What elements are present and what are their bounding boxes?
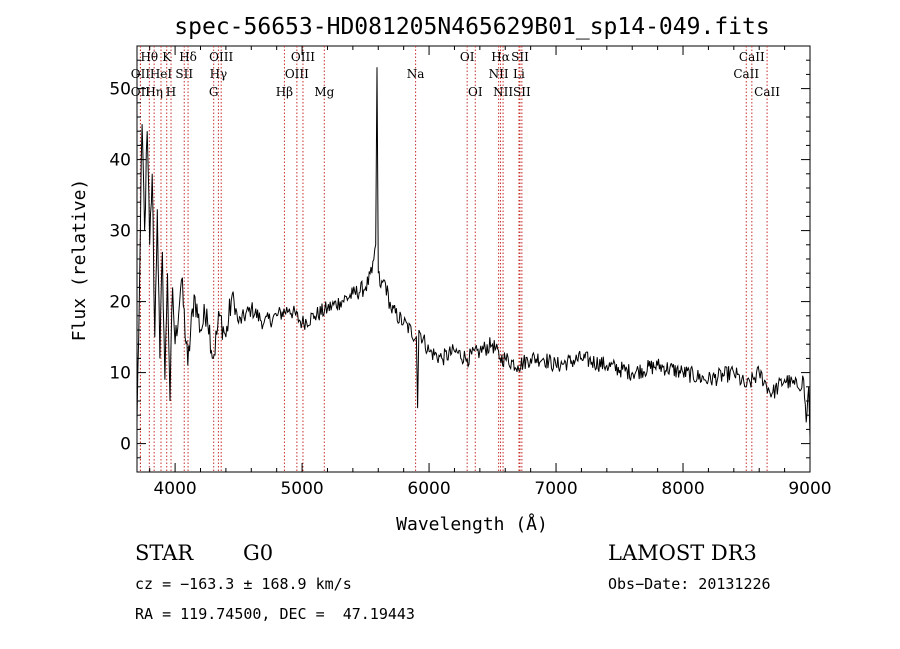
cz-value: cz = −163.3 ± 168.9 km/s bbox=[135, 575, 352, 593]
emission-line-label: SII bbox=[175, 67, 193, 81]
subclass: G0 bbox=[243, 541, 274, 565]
emission-line-label: Mg bbox=[314, 85, 334, 99]
emission-line-label: OIII bbox=[209, 50, 233, 64]
x-tick-label: 4000 bbox=[153, 479, 196, 499]
y-tick-label: 30 bbox=[109, 222, 131, 242]
emission-line-label: CaII bbox=[754, 85, 780, 99]
spectrum-chart: spec-56653-HD081205N465629B01_sp14-049.f… bbox=[69, 14, 832, 535]
emission-line-label: Hγ bbox=[210, 67, 228, 81]
emission-line-label: SII bbox=[511, 50, 529, 64]
y-axis: 0 10 20 30 40 50 bbox=[109, 59, 810, 459]
emission-line-label: OIII bbox=[291, 50, 315, 64]
coordinates: RA = 119.74500, DEC = 47.19443 bbox=[135, 605, 415, 623]
emission-line-label: Hδ bbox=[179, 50, 197, 64]
emission-line-label: Hα bbox=[491, 50, 510, 64]
emission-line-label: HeI bbox=[150, 67, 173, 81]
emission-line-label: Hη bbox=[145, 85, 163, 99]
emission-line-label: H bbox=[166, 85, 176, 99]
y-tick-label: 10 bbox=[109, 364, 131, 384]
x-tick-label: 9000 bbox=[788, 479, 831, 499]
y-axis-label: Flux (relative) bbox=[69, 179, 90, 342]
obs-date: Obs−Date: 20131226 bbox=[608, 575, 771, 593]
emission-line-label: SII bbox=[513, 85, 531, 99]
x-tick-label: 7000 bbox=[534, 479, 577, 499]
emission-line-label: K bbox=[162, 50, 172, 64]
emission-line-label: Li bbox=[513, 67, 525, 81]
emission-line-label: Hθ bbox=[140, 50, 158, 64]
y-tick-label: 40 bbox=[109, 151, 131, 171]
x-axis-label: Wavelength (Å) bbox=[396, 513, 548, 535]
emission-line-label: OIII bbox=[285, 67, 309, 81]
chart-title: spec-56653-HD081205N465629B01_sp14-049.f… bbox=[174, 14, 769, 40]
emission-line-label: OI bbox=[460, 50, 475, 64]
emission-lines bbox=[139, 46, 768, 472]
plot-frame bbox=[136, 45, 811, 473]
emission-line-label: NII bbox=[493, 85, 513, 99]
emission-line-label: CaII bbox=[733, 67, 759, 81]
emission-line-label: G bbox=[209, 85, 219, 99]
x-axis: 4000 5000 6000 7000 8000 9000 bbox=[149, 46, 832, 499]
emission-line-label: Na bbox=[407, 67, 425, 81]
line-labels: OIIHθOIIHηHeIKHSIIHδGHγOIIIHβOIIIOIIIMgN… bbox=[131, 50, 780, 99]
x-tick-label: 5000 bbox=[280, 479, 323, 499]
survey-name: LAMOST DR3 bbox=[608, 541, 757, 565]
emission-line-label: Hβ bbox=[276, 85, 293, 99]
flux-series-line bbox=[136, 67, 811, 437]
x-tick-label: 8000 bbox=[661, 479, 704, 499]
emission-line-label: OI bbox=[468, 85, 483, 99]
y-tick-label: 50 bbox=[109, 80, 131, 100]
y-tick-label: 0 bbox=[120, 435, 131, 455]
emission-line-label: NII bbox=[489, 67, 509, 81]
y-tick-label: 20 bbox=[109, 293, 131, 313]
emission-line-label: CaII bbox=[739, 50, 765, 64]
object-class: STAR bbox=[135, 541, 194, 565]
x-tick-label: 6000 bbox=[407, 479, 450, 499]
